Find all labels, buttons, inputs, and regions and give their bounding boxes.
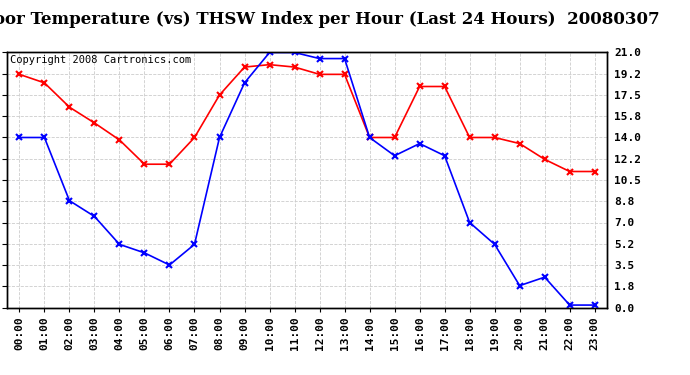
Text: Copyright 2008 Cartronics.com: Copyright 2008 Cartronics.com xyxy=(10,55,191,65)
Text: Outdoor Temperature (vs) THSW Index per Hour (Last 24 Hours)  20080307: Outdoor Temperature (vs) THSW Index per … xyxy=(0,11,660,28)
